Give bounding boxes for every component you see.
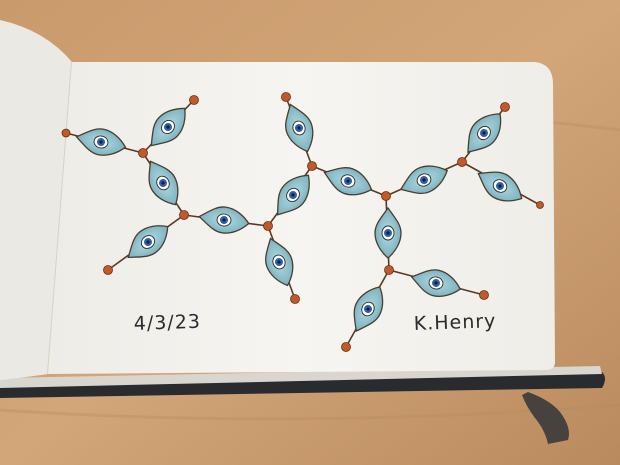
signature: K.Henry [413,310,496,335]
right-page [48,62,555,374]
mandala-drawing [61,92,544,352]
ribbon-bookmark [522,392,569,444]
date-annotation: 4/3/23 [133,311,201,335]
book-cover [0,372,605,398]
